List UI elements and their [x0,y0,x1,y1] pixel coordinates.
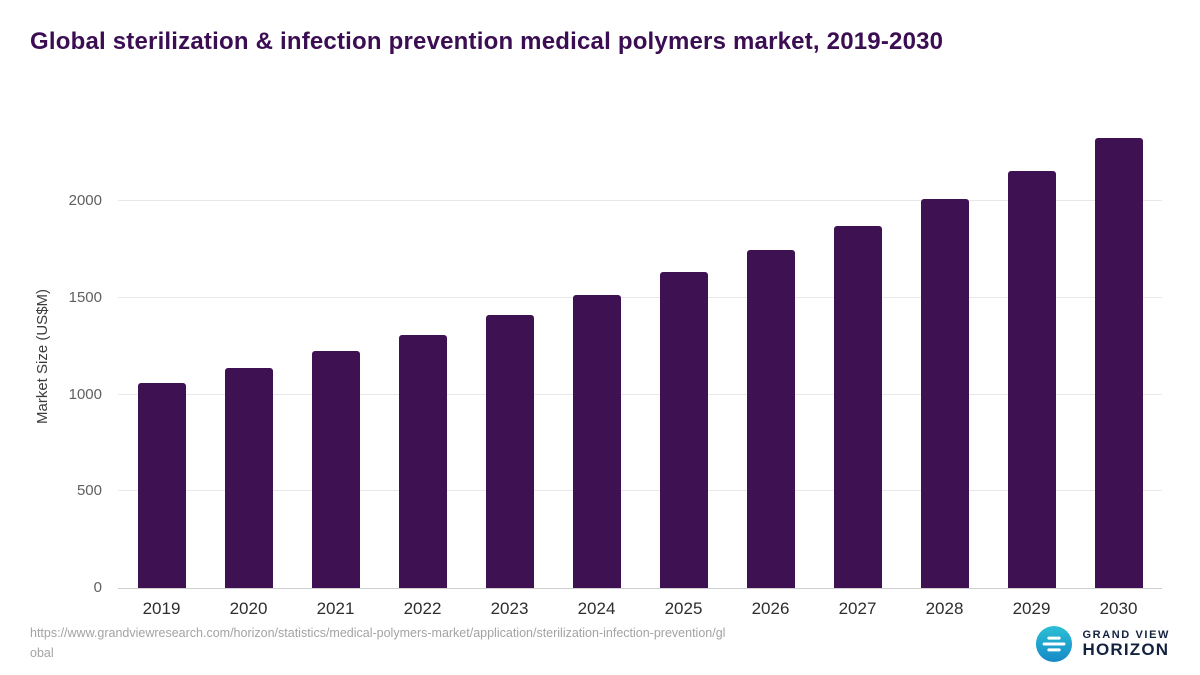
bar-slot [727,124,814,588]
brand-name-top: GRAND VIEW [1082,628,1170,641]
x-tick-label: 2019 [142,599,181,618]
x-tick-label: 2025 [664,599,703,618]
plot-area: 0 500 1000 1500 2000 [69,124,1162,596]
bar-2026 [746,249,795,588]
bar-2019 [137,383,186,588]
bar-2023 [485,315,534,588]
brand-logo-text: GRAND VIEW HORIZON [1083,629,1171,660]
bar-slot [553,124,640,588]
x-tick-label: 2029 [1012,599,1051,618]
chart-title: Global sterilization & infection prevent… [30,28,944,55]
y-tick-label: 2000 [68,192,102,210]
gridline [118,490,1162,492]
bar-2021 [311,351,360,588]
bar-2029 [1007,171,1056,588]
x-tick-label: 2027 [838,599,877,618]
bar-2030 [1094,137,1143,588]
bar-slot [814,124,901,588]
bar-2024 [572,295,621,588]
gridline [118,297,1162,298]
horizon-logo-icon [1035,625,1072,663]
bar-slot [466,124,553,588]
footer: https://www.grandviewresearch.com/horizo… [30,624,1170,663]
bar-2027 [833,226,882,588]
x-tick-label: 2022 [403,599,442,618]
bar-slot [901,124,988,588]
x-tick-label: 2026 [751,599,790,618]
brand-name-bottom: HORIZON [1082,639,1170,659]
bar-slot [205,124,292,588]
gridline [118,200,1162,202]
bar-2025 [659,271,708,588]
x-tick-label: 2020 [229,599,268,618]
x-tick-label: 2021 [316,599,355,618]
bar-2028 [920,199,969,588]
y-tick-label: 500 [76,482,102,500]
bar-slot [988,124,1075,588]
gridline [118,393,1162,395]
x-tick-label: 2028 [925,599,964,618]
source-url: https://www.grandviewresearch.com/horizo… [30,626,726,660]
bar-slot [292,124,379,588]
bar-slot [118,124,205,588]
bar-slot [1075,124,1162,588]
bar-slot [640,124,727,588]
x-tick-label: 2024 [577,599,616,618]
bar-2022 [398,334,447,588]
x-tick-label: 2023 [490,599,529,618]
y-tick-label: 1500 [68,289,102,306]
bar-chart: Market Size (US$M) 0 500 1000 1500 2000 [34,124,1162,596]
y-tick-label: 0 [93,579,102,596]
y-axis-label: Market Size (US$M) [34,288,51,425]
bar-slot [379,124,466,588]
brand-logo: GRAND VIEW HORIZON [1035,625,1171,663]
x-axis-labels: 2019 2020 2021 2022 2023 2024 2025 2026 2027 2028… [118,599,1162,619]
bar-2020 [224,367,273,588]
y-tick-label: 1000 [68,385,102,403]
bars-layer [118,124,1162,588]
x-tick-label: 2030 [1099,599,1138,618]
